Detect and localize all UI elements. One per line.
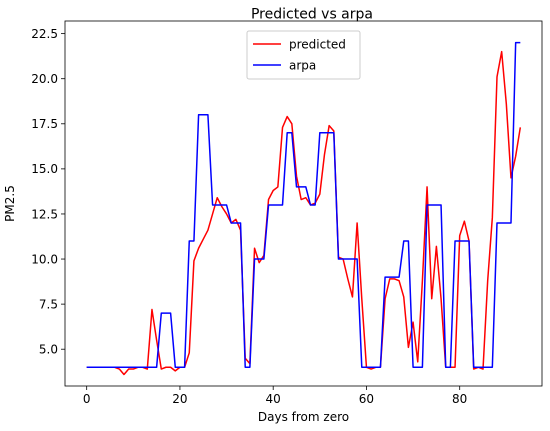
y-axis-label: PM2.5 (3, 185, 17, 222)
x-tick-label: 20 (172, 392, 187, 406)
x-axis-label: Days from zero (258, 410, 349, 424)
y-tick-label: 22.5 (31, 27, 58, 41)
legend: predicted arpa (246, 30, 361, 80)
x-axis: 0 20 40 60 80 (83, 386, 467, 406)
y-tick-label: 5.0 (39, 343, 58, 357)
x-tick-label: 80 (452, 392, 467, 406)
y-tick-label: 17.5 (31, 117, 58, 131)
legend-label-predicted: predicted (289, 38, 346, 52)
y-tick-label: 7.5 (39, 297, 58, 311)
x-tick-label: 0 (83, 392, 91, 406)
y-tick-label: 12.5 (31, 207, 58, 221)
x-tick-label: 40 (266, 392, 281, 406)
y-tick-label: 10.0 (31, 252, 58, 266)
legend-label-arpa: arpa (289, 59, 316, 73)
series-layer (86, 41, 522, 376)
legend-box (246, 30, 361, 80)
y-tick-label: 15.0 (31, 162, 58, 176)
plot-frame (64, 20, 543, 387)
series-line-arpa (86, 41, 521, 368)
x-tick-label: 60 (359, 392, 374, 406)
y-axis: 5.0 7.5 10.0 12.5 15.0 17.5 20.0 22.5 (31, 27, 65, 357)
chart-title: Predicted vs arpa (251, 7, 373, 23)
y-tick-label: 20.0 (31, 72, 58, 86)
series-line-predicted (86, 50, 522, 376)
